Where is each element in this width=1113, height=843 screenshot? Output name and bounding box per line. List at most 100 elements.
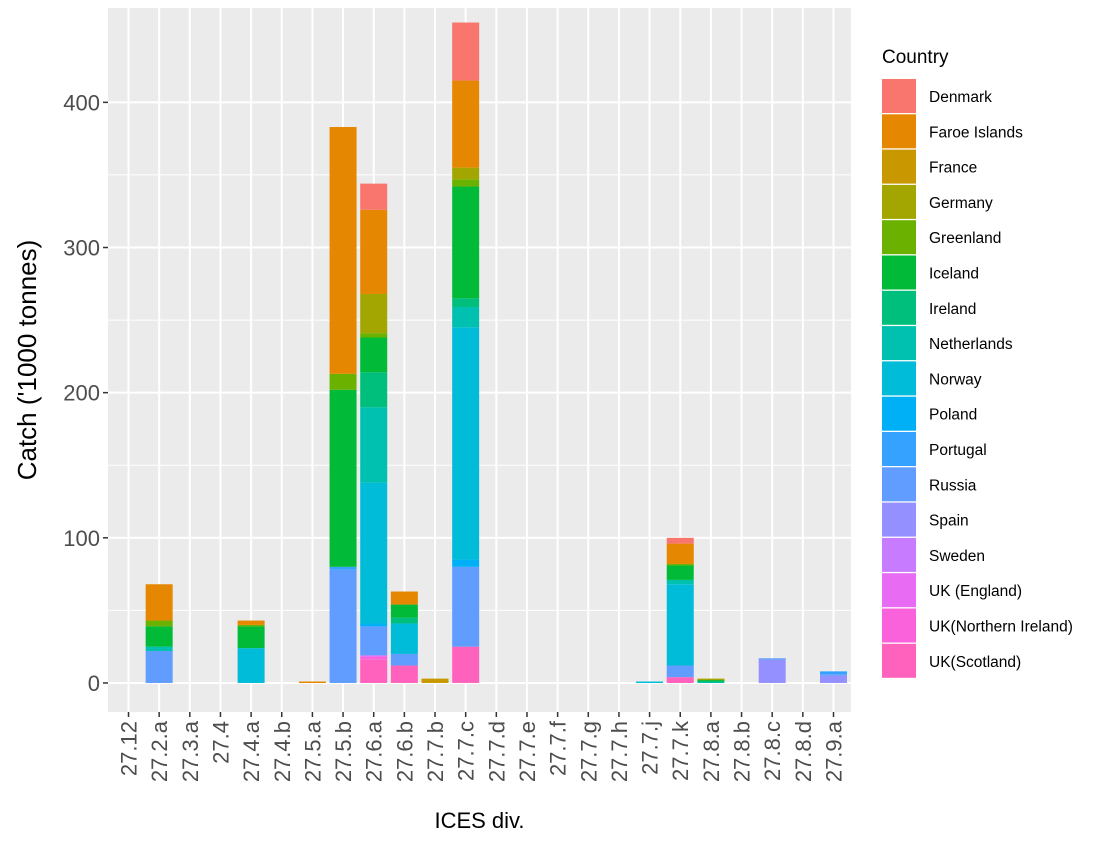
bar-segment [666,565,694,580]
x-tick-label: 27.9.a [822,720,847,782]
bar-segment [237,626,265,649]
bar-segment [666,579,694,585]
legend-swatch [882,432,916,466]
x-axis-title: ICES div. [434,808,524,833]
x-tick-label: 27.7.h [607,721,632,782]
legend-swatch [882,290,916,325]
bar-segment [360,659,388,683]
x-tick-label: 27.8.d [791,721,816,782]
bar-segment [452,298,480,308]
legend-title: Country [882,47,949,68]
bar-segment [666,537,694,544]
bar-segment [145,651,173,683]
legend-swatch [882,396,916,431]
bar-segment [360,293,388,334]
bar-segment [329,566,357,570]
legend-swatch [882,467,916,502]
legend-label: Norway [929,371,982,388]
bar-segment [697,678,725,681]
bar-segment [298,681,326,684]
legend-swatch [882,149,916,184]
bar-segment [452,179,480,187]
x-tick-label: 27.6.b [392,721,417,782]
legend: Country Denmark Faroe Islands France German… [882,47,1073,678]
x-axis: 27.12 27.2.a 27.3.a 27.4 27.4.a 27.4.b 27.5.a 2… [117,712,847,782]
y-axis: 0 100 200 300 400 [63,90,108,696]
bar-segment [390,665,418,683]
bar-segment [329,389,357,567]
bar-segment [360,407,388,483]
bar-segment [666,584,694,666]
x-tick-label: 27.5.a [300,720,325,782]
x-tick-label: 27.7.g [576,721,601,782]
bar-segment [360,372,388,408]
legend-swatch [882,643,916,678]
legend-swatch [882,361,916,396]
bar-segment [329,569,357,683]
x-tick-label: 27.7.k [668,720,693,781]
x-tick-label: 27.8.c [760,721,785,781]
y-tick-label: 400 [63,90,100,115]
legend-swatch [882,326,916,361]
legend-label: France [929,160,977,177]
legend-swatch [882,114,916,149]
bar-segment [697,681,725,684]
legend-label: Portugal [929,442,987,459]
bar-segment [666,543,694,564]
bar-segment [666,665,694,678]
bar-segment [360,623,388,627]
y-tick-label: 100 [63,526,100,551]
y-tick-label: 300 [63,236,100,261]
plot-panel [108,8,851,712]
legend-label: Iceland [929,266,979,283]
legend-label: Greenland [929,230,1001,247]
bar-segment [329,373,357,390]
bar-segment [390,591,418,605]
bar-segment [452,167,480,180]
legend-swatch [882,573,916,608]
x-tick-label: 27.7.c [454,721,479,781]
x-tick-label: 27.12 [117,721,142,776]
bar-segment [452,80,480,168]
legend-label: UK(Northern Ireland) [929,619,1073,636]
x-tick-label: 27.6.a [362,720,387,782]
legend-swatch [882,608,916,643]
x-tick-label: 27.7.j [638,721,663,775]
bars [145,22,847,684]
bar-segment [237,648,265,683]
bar-segment [360,482,388,624]
bar-segment [820,674,847,676]
bar-segment [421,678,449,683]
bar-segment [666,677,694,683]
bar-segment [145,584,173,621]
bar-segment [820,671,847,675]
x-tick-label: 27.8.a [699,720,724,782]
legend-swatch [882,220,916,255]
bar-segment [145,626,173,647]
x-tick-label: 27.4.b [270,721,295,782]
bar-segment [360,656,388,660]
bar-segment [360,337,388,373]
legend-label: Germany [929,195,993,212]
legend-swatch [882,537,916,572]
bar-segment [360,333,388,338]
x-tick-label: 27.7.f [546,720,571,776]
bar-segment [697,680,725,682]
bar-segment [360,626,388,656]
legend-swatch [882,79,916,113]
bar-segment [452,566,480,647]
bar-segment [666,563,694,566]
bar-segment [360,209,388,294]
legend-label: Denmark [929,89,992,106]
legend-label: Ireland [929,301,976,318]
bar-segment [452,646,480,683]
legend-label: UK (England) [929,583,1022,600]
bar-segment [360,655,388,657]
bar-segment [237,620,265,625]
x-tick-label: 27.2.a [147,720,172,782]
x-tick-label: 27.5.b [331,721,356,782]
legend-swatch [882,502,916,537]
y-tick-label: 200 [63,381,100,406]
x-tick-label: 27.8.b [730,721,755,782]
